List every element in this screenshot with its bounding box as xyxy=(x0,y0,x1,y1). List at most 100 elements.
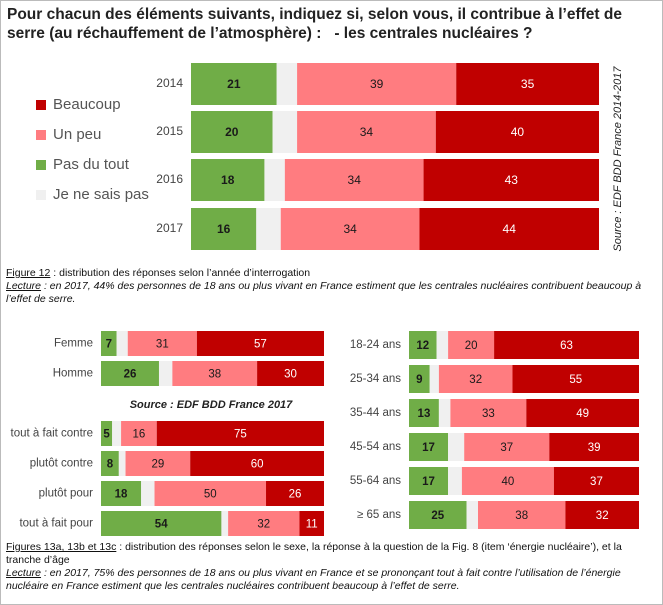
data-label: 55 xyxy=(569,374,582,386)
bar-segment xyxy=(297,63,457,105)
data-label: 18 xyxy=(115,489,128,501)
category-label: 45-54 ans xyxy=(350,441,401,453)
bar-segment xyxy=(221,511,229,536)
data-label: 8 xyxy=(107,459,114,471)
bar-segment xyxy=(436,331,449,359)
data-label: 32 xyxy=(469,374,482,386)
bar-segment xyxy=(429,365,439,393)
category-label: 2017 xyxy=(156,221,183,235)
bar-segment xyxy=(101,511,222,536)
data-label: 34 xyxy=(348,173,362,187)
bar-segment xyxy=(448,433,465,461)
bar-segment xyxy=(191,159,265,201)
bar-segment xyxy=(435,111,599,153)
legend-label: Un peu xyxy=(53,126,101,143)
bar-segment xyxy=(256,208,281,250)
data-label: 38 xyxy=(208,369,221,381)
bar-segment xyxy=(549,433,639,461)
bar-segment xyxy=(409,501,467,529)
data-label: 16 xyxy=(217,222,231,236)
bar-segment xyxy=(158,361,173,386)
category-label: Femme xyxy=(54,338,93,350)
data-label: 12 xyxy=(416,340,429,352)
bar-segment xyxy=(101,421,113,446)
category-label: Homme xyxy=(53,368,93,380)
bar-segment xyxy=(257,361,324,386)
data-label: 18 xyxy=(221,173,235,187)
data-label: 34 xyxy=(343,222,357,236)
source: Source : EDF BDD France 2017 xyxy=(130,399,293,411)
bar-segment xyxy=(196,331,324,356)
bar-segment xyxy=(112,421,122,446)
data-label: 32 xyxy=(257,519,270,531)
data-label: 40 xyxy=(511,125,525,139)
data-label: 29 xyxy=(151,459,164,471)
caption-label: Figure 12 xyxy=(6,267,51,279)
data-label: 38 xyxy=(515,510,528,522)
data-label: 34 xyxy=(360,125,374,139)
data-label: 60 xyxy=(251,459,264,471)
bar-segment xyxy=(125,451,191,476)
data-label: 35 xyxy=(521,77,535,91)
bar-segment xyxy=(272,111,298,153)
data-label: 30 xyxy=(284,369,297,381)
bar-segment xyxy=(456,63,599,105)
data-label: 39 xyxy=(588,442,601,454)
reading-text: : en 2017, 44% des personnes de 18 ans o… xyxy=(6,280,642,305)
caption: Figure 12 : distribution des réponses se… xyxy=(6,267,656,306)
data-label: 17 xyxy=(422,442,435,454)
data-label: 57 xyxy=(254,339,267,351)
data-label: 33 xyxy=(482,408,495,420)
category-label: 2014 xyxy=(156,76,183,90)
bar-segment xyxy=(494,331,639,359)
bar-segment xyxy=(191,63,277,105)
bar-segment xyxy=(423,159,599,201)
data-label: 31 xyxy=(156,339,169,351)
bar-segment xyxy=(448,331,495,359)
bar-segment xyxy=(101,481,142,506)
bar-segment xyxy=(438,399,451,427)
bar-segment xyxy=(526,399,639,427)
data-label: 75 xyxy=(234,429,247,441)
bar-segment xyxy=(450,399,527,427)
category-label: 25-34 ans xyxy=(350,373,401,385)
bar-segment xyxy=(141,481,155,506)
bar-segment xyxy=(438,365,513,393)
bar-segment xyxy=(118,451,126,476)
legend-swatch xyxy=(36,100,46,110)
data-label: 25 xyxy=(431,510,444,522)
bar-segment xyxy=(191,208,257,250)
bar-segment xyxy=(266,481,324,506)
bar-segment xyxy=(127,331,197,356)
data-label: 17 xyxy=(422,476,435,488)
data-label: 50 xyxy=(204,489,217,501)
data-label: 13 xyxy=(418,408,431,420)
legend-swatch xyxy=(36,160,46,170)
caption-label: Figures 13a, 13b et 13c xyxy=(6,541,117,553)
data-label: 43 xyxy=(505,173,519,187)
category-label: ≥ 65 ans xyxy=(357,509,401,521)
bar-segment xyxy=(284,159,424,201)
bar-segment xyxy=(409,399,439,427)
caption-text: : distribution des réponses selon le sex… xyxy=(6,541,622,566)
data-label: 26 xyxy=(289,489,302,501)
data-label: 49 xyxy=(576,408,589,420)
legend-swatch xyxy=(36,130,46,140)
bar-segment xyxy=(280,208,420,250)
legend-label: Beaucoup xyxy=(53,96,121,113)
data-label: 39 xyxy=(370,77,384,91)
bar-segment xyxy=(101,331,117,356)
caption: Figures 13a, 13b et 13c : distribution d… xyxy=(6,541,656,593)
bar-segment xyxy=(466,501,478,529)
reading-text: : en 2017, 75% des personnes de 18 ans o… xyxy=(6,567,621,592)
data-label: 63 xyxy=(560,340,573,352)
bar-segment xyxy=(228,511,300,536)
bar-segment xyxy=(409,467,449,495)
data-label: 9 xyxy=(416,374,422,386)
title: Pour chacun des éléments suivants, indiq… xyxy=(7,6,627,42)
bar-segment xyxy=(156,421,324,446)
category-label: tout à fait pour xyxy=(19,518,93,530)
category-label: plutôt contre xyxy=(30,458,93,470)
bar-segment xyxy=(191,111,273,153)
